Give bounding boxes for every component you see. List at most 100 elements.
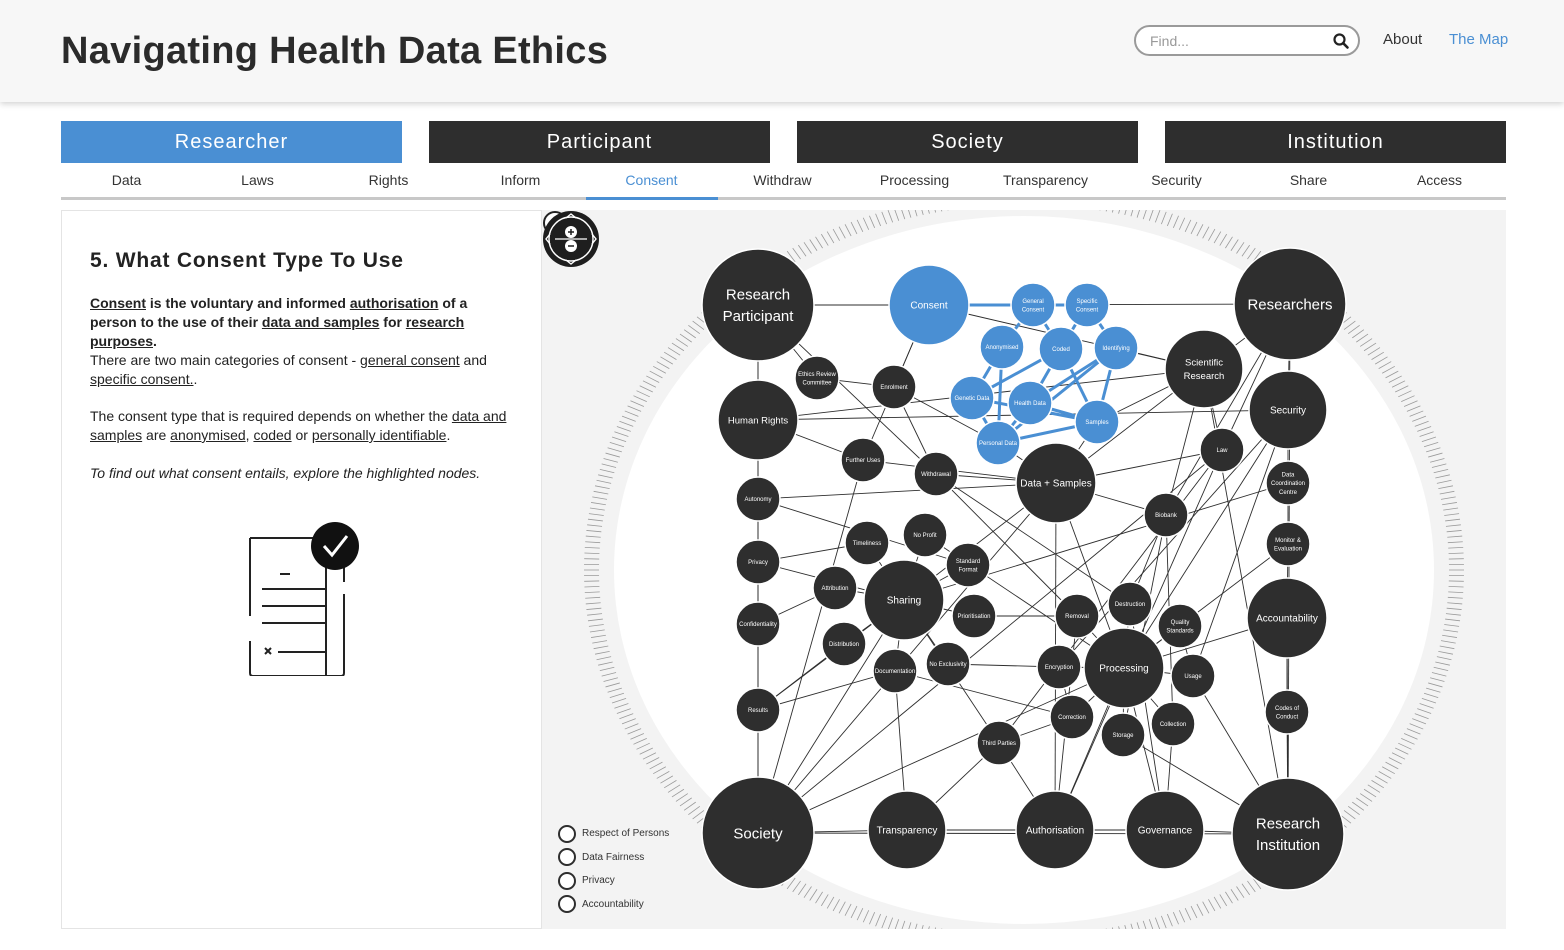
subtab-share[interactable]: Share — [1289, 172, 1328, 188]
about-link[interactable]: About — [1383, 31, 1423, 48]
node-circle-security[interactable] — [1248, 370, 1328, 450]
identifiable-link[interactable]: personally identifiable — [311, 427, 447, 443]
node-autonomy[interactable]: Autonomy — [735, 476, 781, 522]
subtab-consent[interactable]: Consent — [625, 172, 678, 188]
node-circle-research_participant[interactable] — [701, 248, 815, 362]
legend-item[interactable]: Data Fairness — [558, 846, 669, 870]
node-research_participant[interactable]: Research Participant — [701, 248, 815, 362]
site-title[interactable]: Navigating Health Data Ethics — [61, 30, 609, 72]
node-human_rights[interactable]: Human Rights — [717, 379, 799, 461]
node-circle-general_consent[interactable] — [1010, 282, 1056, 328]
node-circle-accountability[interactable] — [1246, 577, 1328, 659]
node-circle-identifying[interactable] — [1093, 325, 1139, 371]
node-governance[interactable]: Governance — [1125, 790, 1205, 870]
anonymised-link[interactable]: anonymised — [170, 427, 246, 443]
node-circle-processing[interactable] — [1083, 627, 1165, 709]
research-purposes-link[interactable]: research purposes — [90, 314, 465, 349]
node-circle-results[interactable] — [735, 687, 781, 733]
node-enrolment[interactable]: Enrolment — [871, 364, 917, 410]
node-circle-usage[interactable] — [1170, 653, 1216, 699]
node-encryption[interactable]: Encryption — [1036, 644, 1082, 690]
data-samples-link[interactable]: data and samples — [90, 408, 507, 443]
node-circle-storage[interactable] — [1100, 712, 1146, 758]
node-circle-health_data[interactable] — [1007, 380, 1053, 426]
node-circle-researchers[interactable] — [1233, 247, 1347, 361]
tab-institution[interactable]: Institution — [1165, 121, 1506, 163]
zoom-pan-control-icon[interactable] — [542, 210, 600, 268]
node-circle-law[interactable] — [1199, 427, 1245, 473]
node-circle-scientific_research[interactable] — [1164, 329, 1244, 409]
node-circle-coded[interactable] — [1038, 326, 1084, 372]
ethics-network-map[interactable]: Research Participant Researchers Society Res… — [542, 210, 1506, 929]
coded-link[interactable]: coded — [253, 427, 292, 443]
node-biobank[interactable]: Biobank — [1143, 492, 1189, 538]
node-circle-privacy[interactable] — [735, 539, 781, 585]
node-circle-prioritisation[interactable] — [951, 593, 997, 639]
node-results[interactable]: Results — [735, 687, 781, 733]
node-data_coordination[interactable]: Data Coordination Centre — [1265, 460, 1311, 506]
node-consent[interactable]: Consent — [888, 264, 970, 346]
subtab-access[interactable]: Access — [1416, 172, 1463, 188]
general-consent-link[interactable]: general consent — [360, 352, 460, 368]
node-timeliness[interactable]: Timeliness — [844, 520, 890, 566]
node-circle-governance[interactable] — [1125, 790, 1205, 870]
node-circle-transparency[interactable] — [867, 790, 947, 870]
node-ethics_review[interactable]: Ethics Review Committee — [794, 355, 840, 401]
node-circle-data_samples[interactable] — [1015, 442, 1097, 524]
legend-item[interactable]: Privacy — [558, 869, 669, 893]
node-correction[interactable]: Correction — [1049, 694, 1095, 740]
node-distribution[interactable]: Distribution — [821, 621, 867, 667]
node-quality_standards[interactable]: Quality Standards — [1157, 603, 1203, 649]
node-no_exclusivity[interactable]: No Exclusivity — [925, 641, 971, 687]
node-further_uses[interactable]: Further Uses — [840, 437, 886, 483]
tab-participant[interactable]: Participant — [429, 121, 770, 163]
node-society[interactable]: Society — [701, 776, 815, 890]
node-circle-destruction[interactable] — [1107, 581, 1153, 627]
node-circle-timeliness[interactable] — [844, 520, 890, 566]
node-scientific_research[interactable]: Scientific Research — [1164, 329, 1244, 409]
tab-researcher[interactable]: Researcher — [61, 121, 402, 163]
node-law[interactable]: Law — [1199, 427, 1245, 473]
consent-link[interactable]: Consent — [90, 295, 146, 311]
node-circle-society[interactable] — [701, 776, 815, 890]
node-circle-removal[interactable] — [1054, 593, 1100, 639]
node-specific_consent[interactable]: Specific Consent — [1064, 282, 1110, 328]
subtab-inform[interactable]: Inform — [500, 172, 541, 188]
subtab-processing[interactable]: Processing — [879, 172, 950, 188]
node-usage[interactable]: Usage — [1170, 653, 1216, 699]
node-transparency[interactable]: Transparency — [867, 790, 947, 870]
node-samples[interactable]: Samples — [1074, 399, 1120, 445]
node-health_data[interactable]: Health Data — [1007, 380, 1053, 426]
node-circle-authorisation[interactable] — [1015, 790, 1095, 870]
node-data_samples[interactable]: Data + Samples — [1015, 442, 1097, 524]
node-withdrawal[interactable]: Withdrawal — [913, 451, 959, 497]
node-circle-standard_format[interactable] — [945, 542, 991, 588]
node-circle-documentation[interactable] — [872, 648, 918, 694]
node-research_institution[interactable]: Research Institution — [1231, 777, 1345, 891]
node-circle-anonymised[interactable] — [979, 324, 1025, 370]
node-confidentiality[interactable]: Confidentiality — [735, 601, 781, 647]
tab-society[interactable]: Society — [797, 121, 1138, 163]
search-input[interactable] — [1150, 32, 1320, 50]
node-circle-biobank[interactable] — [1143, 492, 1189, 538]
node-standard_format[interactable]: Standard Format — [945, 542, 991, 588]
node-storage[interactable]: Storage — [1100, 712, 1146, 758]
node-destruction[interactable]: Destruction — [1107, 581, 1153, 627]
search-box[interactable] — [1134, 25, 1360, 56]
node-circle-ethics_review[interactable] — [794, 355, 840, 401]
node-security[interactable]: Security — [1248, 370, 1328, 450]
node-codes_conduct[interactable]: Codes of Conduct — [1264, 689, 1310, 735]
node-circle-sharing[interactable] — [863, 559, 945, 641]
node-circle-encryption[interactable] — [1036, 644, 1082, 690]
node-sharing[interactable]: Sharing — [863, 559, 945, 641]
node-circle-enrolment[interactable] — [871, 364, 917, 410]
node-circle-human_rights[interactable] — [717, 379, 799, 461]
subtab-laws[interactable]: Laws — [241, 172, 274, 188]
node-circle-collection[interactable] — [1150, 701, 1196, 747]
data-samples-link[interactable]: data and samples — [261, 314, 380, 330]
node-monitor_eval[interactable]: Monitor & Evaluation — [1265, 521, 1311, 567]
node-circle-attribution[interactable] — [812, 565, 858, 611]
node-circle-personal_data[interactable] — [975, 420, 1021, 466]
node-circle-distribution[interactable] — [821, 621, 867, 667]
subtab-security[interactable]: Security — [1151, 172, 1202, 188]
